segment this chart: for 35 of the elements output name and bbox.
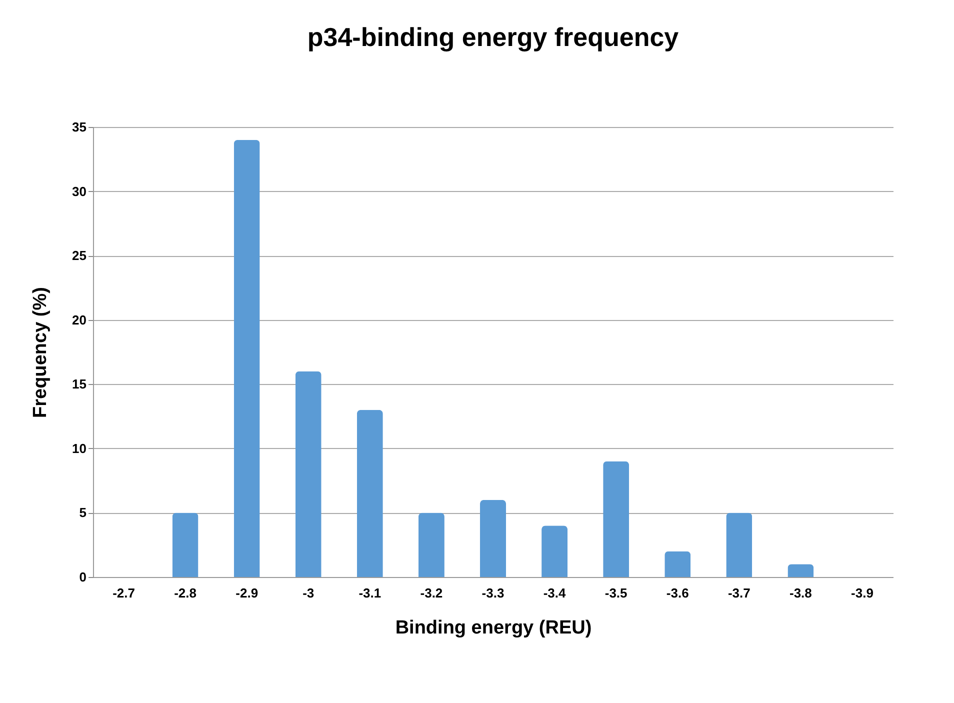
y-tick-label: 10 (72, 440, 86, 456)
bar (542, 526, 568, 577)
x-tick-label: -3.7 (728, 586, 750, 600)
x-tick-label: -3.5 (604, 586, 628, 600)
x-tick-label: -3.3 (482, 586, 504, 600)
x-tick-label: -3.1 (358, 586, 382, 600)
bar (788, 564, 814, 577)
bar (418, 512, 444, 577)
chart-title: p34-binding energy frequency (307, 22, 680, 52)
x-tick-label: -3.6 (666, 586, 689, 600)
bar (234, 140, 260, 577)
x-tick-label: -3 (302, 586, 314, 600)
bar (664, 551, 691, 577)
y-tick-label: 25 (72, 248, 86, 264)
bar (480, 500, 506, 577)
y-tick-label: 15 (72, 376, 86, 392)
x-tick-label: -3.4 (543, 586, 567, 600)
y-tick-label: 5 (79, 505, 86, 520)
x-tick-label: -3.2 (420, 586, 443, 600)
bar (295, 371, 322, 577)
x-tick-label: -2.9 (236, 586, 258, 600)
x-axis-title: Binding energy (REU) (395, 618, 592, 638)
bar (726, 512, 752, 577)
y-tick-label: 30 (72, 184, 86, 199)
y-tick-label: 0 (79, 570, 86, 584)
x-tick-label: -3.9 (851, 586, 874, 600)
x-tick-label: -2.7 (112, 586, 135, 600)
x-tick-label: -2.8 (174, 586, 197, 600)
y-tick-label: 35 (72, 120, 86, 134)
y-tick-label: 20 (72, 312, 86, 328)
y-axis-title: Frequency (%) (30, 287, 52, 418)
x-tick-label: -3.8 (789, 586, 812, 600)
bar (603, 461, 630, 577)
bar (356, 410, 383, 577)
bar (172, 512, 198, 577)
